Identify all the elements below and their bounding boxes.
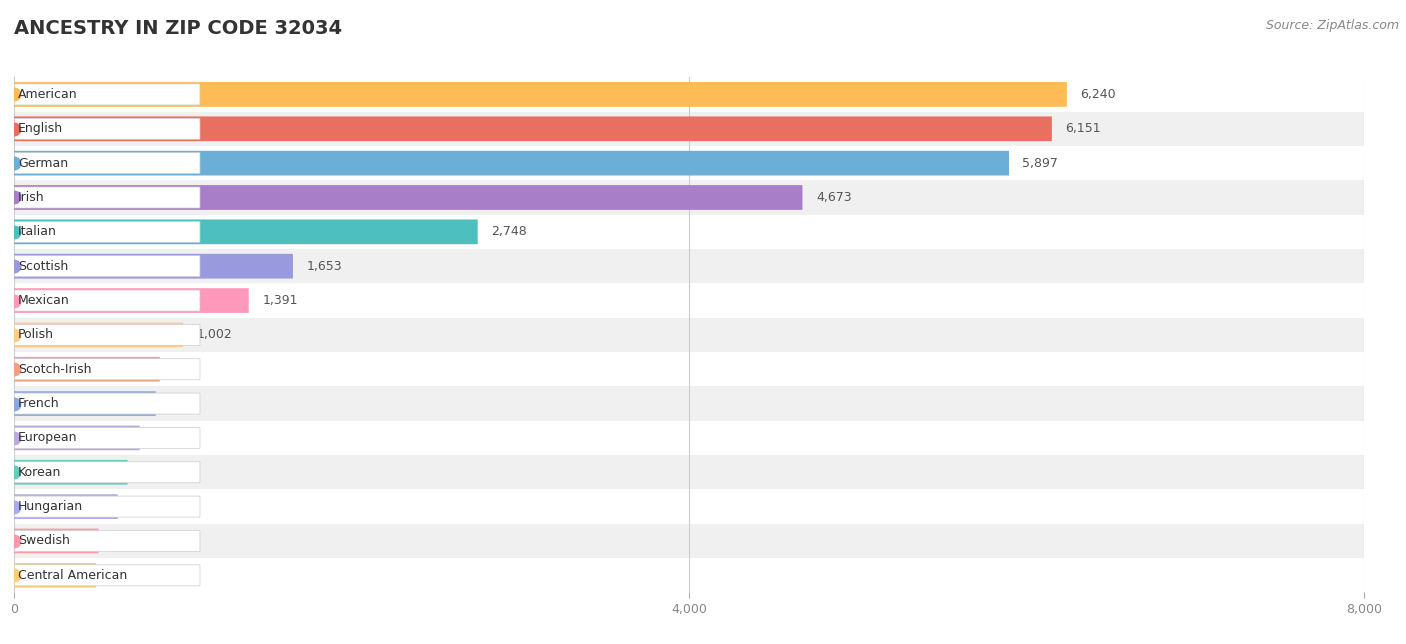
Text: 1,391: 1,391 bbox=[263, 294, 298, 307]
FancyBboxPatch shape bbox=[14, 529, 98, 553]
FancyBboxPatch shape bbox=[14, 323, 183, 347]
Text: 6,240: 6,240 bbox=[1080, 88, 1116, 101]
Text: 615: 615 bbox=[131, 500, 155, 513]
Text: Irish: Irish bbox=[18, 191, 45, 204]
Text: German: German bbox=[18, 156, 67, 169]
Text: ANCESTRY IN ZIP CODE 32034: ANCESTRY IN ZIP CODE 32034 bbox=[14, 19, 342, 39]
Bar bbox=[14, 524, 1364, 558]
FancyBboxPatch shape bbox=[14, 220, 478, 244]
FancyBboxPatch shape bbox=[14, 288, 249, 313]
FancyBboxPatch shape bbox=[14, 494, 118, 519]
Bar bbox=[14, 386, 1364, 421]
FancyBboxPatch shape bbox=[14, 82, 1067, 107]
Text: French: French bbox=[18, 397, 59, 410]
FancyBboxPatch shape bbox=[14, 357, 160, 382]
Text: Polish: Polish bbox=[18, 328, 53, 341]
Text: 1,653: 1,653 bbox=[307, 260, 342, 272]
Bar bbox=[14, 111, 1364, 146]
Bar bbox=[14, 146, 1364, 180]
FancyBboxPatch shape bbox=[14, 531, 200, 551]
FancyBboxPatch shape bbox=[14, 391, 156, 416]
Text: 864: 864 bbox=[173, 363, 197, 375]
FancyBboxPatch shape bbox=[14, 563, 96, 588]
FancyBboxPatch shape bbox=[14, 325, 200, 345]
FancyBboxPatch shape bbox=[14, 460, 128, 485]
Text: Swedish: Swedish bbox=[18, 535, 70, 547]
Text: 745: 745 bbox=[153, 431, 177, 444]
Text: Hungarian: Hungarian bbox=[18, 500, 83, 513]
FancyBboxPatch shape bbox=[14, 359, 200, 380]
Text: 487: 487 bbox=[110, 569, 134, 582]
FancyBboxPatch shape bbox=[14, 256, 200, 277]
Text: 6,151: 6,151 bbox=[1066, 122, 1101, 135]
Text: 840: 840 bbox=[169, 397, 193, 410]
Text: Italian: Italian bbox=[18, 225, 56, 238]
Bar bbox=[14, 352, 1364, 386]
Bar bbox=[14, 77, 1364, 111]
FancyBboxPatch shape bbox=[14, 117, 1052, 141]
Bar bbox=[14, 558, 1364, 592]
FancyBboxPatch shape bbox=[14, 393, 200, 414]
FancyBboxPatch shape bbox=[14, 428, 200, 448]
FancyBboxPatch shape bbox=[14, 187, 200, 208]
FancyBboxPatch shape bbox=[14, 426, 139, 450]
Bar bbox=[14, 180, 1364, 214]
Text: 673: 673 bbox=[141, 466, 165, 478]
Bar bbox=[14, 489, 1364, 524]
Bar bbox=[14, 214, 1364, 249]
FancyBboxPatch shape bbox=[14, 496, 200, 517]
Text: 5,897: 5,897 bbox=[1022, 156, 1059, 169]
Text: 2,748: 2,748 bbox=[491, 225, 527, 238]
FancyBboxPatch shape bbox=[14, 565, 200, 586]
Text: English: English bbox=[18, 122, 63, 135]
Text: Scotch-Irish: Scotch-Irish bbox=[18, 363, 91, 375]
FancyBboxPatch shape bbox=[14, 118, 200, 139]
Text: Korean: Korean bbox=[18, 466, 62, 478]
FancyBboxPatch shape bbox=[14, 153, 200, 174]
Bar bbox=[14, 455, 1364, 489]
Text: Scottish: Scottish bbox=[18, 260, 67, 272]
FancyBboxPatch shape bbox=[14, 462, 200, 483]
Text: Source: ZipAtlas.com: Source: ZipAtlas.com bbox=[1265, 19, 1399, 32]
FancyBboxPatch shape bbox=[14, 84, 200, 105]
Bar bbox=[14, 249, 1364, 283]
Text: 501: 501 bbox=[112, 535, 136, 547]
Text: American: American bbox=[18, 88, 77, 101]
FancyBboxPatch shape bbox=[14, 254, 292, 279]
Text: 1,002: 1,002 bbox=[197, 328, 232, 341]
FancyBboxPatch shape bbox=[14, 185, 803, 210]
Bar bbox=[14, 317, 1364, 352]
Text: 4,673: 4,673 bbox=[815, 191, 852, 204]
Bar bbox=[14, 421, 1364, 455]
Text: Central American: Central American bbox=[18, 569, 127, 582]
FancyBboxPatch shape bbox=[14, 290, 200, 311]
Text: European: European bbox=[18, 431, 77, 444]
FancyBboxPatch shape bbox=[14, 222, 200, 242]
FancyBboxPatch shape bbox=[14, 151, 1010, 176]
Text: Mexican: Mexican bbox=[18, 294, 70, 307]
Bar bbox=[14, 283, 1364, 317]
